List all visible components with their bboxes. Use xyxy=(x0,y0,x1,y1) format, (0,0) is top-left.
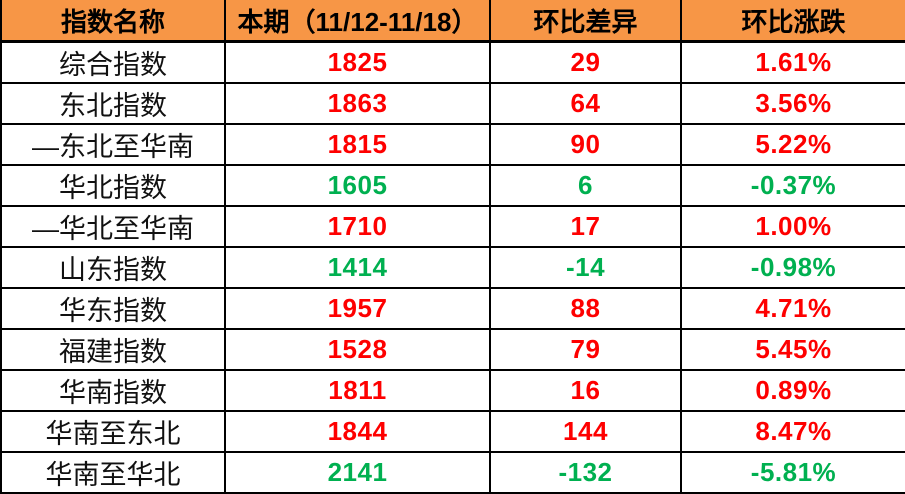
current-period-cell: 1414 xyxy=(224,246,491,289)
table-header: 指数名称 本期（11/12-11/18） 环比差异 环比涨跌 xyxy=(0,0,905,43)
mom-diff-cell: -132 xyxy=(489,451,682,494)
mom-change-cell: -0.98% xyxy=(680,246,905,289)
column-header-current-period: 本期（11/12-11/18） xyxy=(224,0,491,43)
mom-change-cell: 5.22% xyxy=(680,123,905,166)
mom-change-cell: 0.89% xyxy=(680,369,905,412)
mom-diff-cell: 144 xyxy=(489,410,682,453)
current-period-cell: 1528 xyxy=(224,328,491,371)
index-name-cell: 华南至东北 xyxy=(0,410,226,453)
mom-change-cell: 1.61% xyxy=(680,40,905,84)
table-body: 综合指数 1825 29 1.61% 东北指数 1863 64 3.56% —东… xyxy=(0,40,905,494)
mom-diff-cell: 6 xyxy=(489,164,682,207)
table-row: 华东指数 1957 88 4.71% xyxy=(0,287,905,330)
mom-diff-cell: 79 xyxy=(489,328,682,371)
index-name-cell: 华北指数 xyxy=(0,164,226,207)
mom-diff-cell: -14 xyxy=(489,246,682,289)
index-name-cell: 综合指数 xyxy=(0,40,226,84)
current-period-cell: 2141 xyxy=(224,451,491,494)
table-row: 福建指数 1528 79 5.45% xyxy=(0,328,905,371)
mom-change-cell: 8.47% xyxy=(680,410,905,453)
index-name-cell: 福建指数 xyxy=(0,328,226,371)
table-row: 华北指数 1605 6 -0.37% xyxy=(0,164,905,207)
table-row: 综合指数 1825 29 1.61% xyxy=(0,40,905,84)
index-name-cell: 华南至华北 xyxy=(0,451,226,494)
mom-diff-cell: 29 xyxy=(489,40,682,84)
index-name-cell: —东北至华南 xyxy=(0,123,226,166)
current-period-cell: 1605 xyxy=(224,164,491,207)
column-header-mom-change: 环比涨跌 xyxy=(680,0,905,43)
mom-diff-cell: 17 xyxy=(489,205,682,248)
index-name-cell: —华北至华南 xyxy=(0,205,226,248)
table-row: —东北至华南 1815 90 5.22% xyxy=(0,123,905,166)
current-period-cell: 1844 xyxy=(224,410,491,453)
table-row: 华南至东北 1844 144 8.47% xyxy=(0,410,905,453)
index-name-cell: 东北指数 xyxy=(0,82,226,125)
index-name-cell: 华南指数 xyxy=(0,369,226,412)
mom-diff-cell: 64 xyxy=(489,82,682,125)
current-period-cell: 1710 xyxy=(224,205,491,248)
table-row: 华南指数 1811 16 0.89% xyxy=(0,369,905,412)
current-period-cell: 1811 xyxy=(224,369,491,412)
mom-diff-cell: 16 xyxy=(489,369,682,412)
column-header-index-name: 指数名称 xyxy=(0,0,226,43)
mom-change-cell: 5.45% xyxy=(680,328,905,371)
table-row: —华北至华南 1710 17 1.00% xyxy=(0,205,905,248)
mom-change-cell: -5.81% xyxy=(680,451,905,494)
current-period-cell: 1815 xyxy=(224,123,491,166)
mom-change-cell: -0.37% xyxy=(680,164,905,207)
table-row: 华南至华北 2141 -132 -5.81% xyxy=(0,451,905,494)
current-period-cell: 1825 xyxy=(224,40,491,84)
table-row: 山东指数 1414 -14 -0.98% xyxy=(0,246,905,289)
header-row: 指数名称 本期（11/12-11/18） 环比差异 环比涨跌 xyxy=(0,0,905,43)
index-name-cell: 山东指数 xyxy=(0,246,226,289)
current-period-cell: 1957 xyxy=(224,287,491,330)
table-row: 东北指数 1863 64 3.56% xyxy=(0,82,905,125)
mom-change-cell: 4.71% xyxy=(680,287,905,330)
mom-diff-cell: 90 xyxy=(489,123,682,166)
mom-change-cell: 3.56% xyxy=(680,82,905,125)
mom-change-cell: 1.00% xyxy=(680,205,905,248)
current-period-cell: 1863 xyxy=(224,82,491,125)
column-header-mom-diff: 环比差异 xyxy=(489,0,682,43)
index-name-cell: 华东指数 xyxy=(0,287,226,330)
mom-diff-cell: 88 xyxy=(489,287,682,330)
